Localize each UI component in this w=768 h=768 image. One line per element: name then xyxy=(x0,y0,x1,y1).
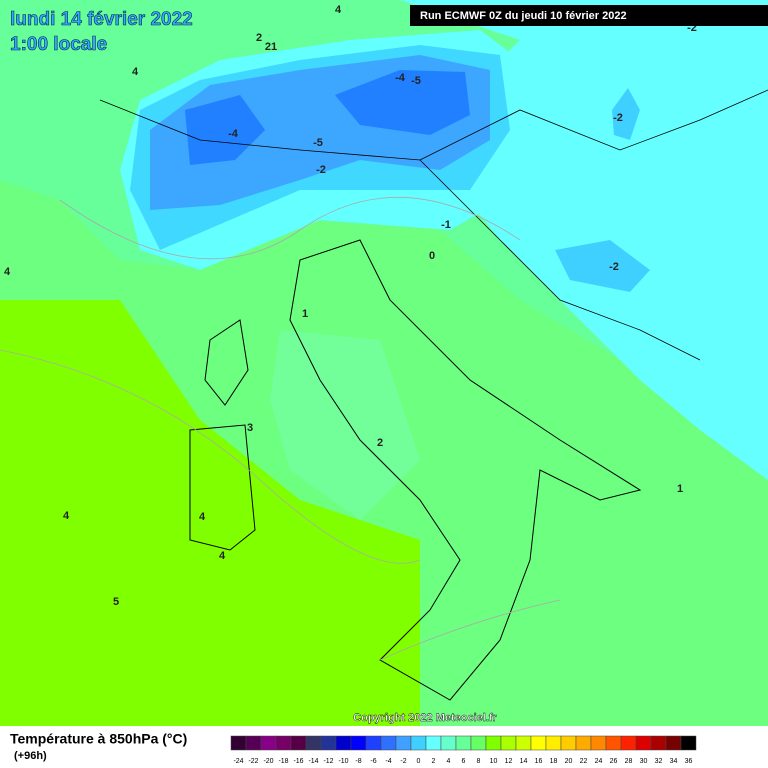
contour-label: -4 xyxy=(395,72,406,84)
colorbar-tick-label: -24 xyxy=(233,758,243,765)
colorbar-swatch xyxy=(245,735,262,751)
contour-label: 4 xyxy=(335,4,342,16)
colorbar-tick-label: -16 xyxy=(293,758,303,765)
contour-label: -2 xyxy=(316,164,326,176)
colorbar-swatch xyxy=(335,735,352,751)
colorbar-tick-label: -6 xyxy=(370,758,376,765)
colorbar-swatch xyxy=(305,735,322,751)
colorbar-tick-label: -8 xyxy=(355,758,361,765)
colorbar-swatch xyxy=(350,735,367,751)
colorbar-swatch xyxy=(455,735,472,751)
colorbar-tick-label: 4 xyxy=(447,758,451,765)
colorbar-tick-label: 16 xyxy=(535,758,543,765)
colorbar-swatch xyxy=(320,735,337,751)
colorbar-swatch xyxy=(260,735,277,751)
colorbar-tick-label: 0 xyxy=(417,758,421,765)
colorbar-swatch xyxy=(380,735,397,751)
contour-label: 0 xyxy=(429,250,435,262)
colorbar-tick-label: 28 xyxy=(625,758,633,765)
colorbar-tick-label: 34 xyxy=(670,758,678,765)
colorbar-tick-label: 10 xyxy=(490,758,498,765)
colorbar-tick-label: -14 xyxy=(308,758,318,765)
contour-label: 4 xyxy=(4,266,11,278)
colorbar-swatch xyxy=(620,735,637,751)
contour-label: 2 xyxy=(256,32,262,44)
colorbar-tick-label: 30 xyxy=(640,758,648,765)
colorbar-tick-label: 8 xyxy=(477,758,481,765)
colorbar-tick-label: -20 xyxy=(263,758,273,765)
contour-labels: 4 2 21 4 -4 -5 -2 -4 -5 -2 -2 -1 0 -2 4 … xyxy=(4,4,697,608)
colorbar-tick-label: -4 xyxy=(385,758,391,765)
contour-label: -4 xyxy=(228,128,239,140)
contour-label: -5 xyxy=(313,137,323,149)
colorbar-swatch xyxy=(575,735,592,751)
colorbar-swatch xyxy=(665,735,682,751)
contour-label: 4 xyxy=(199,511,206,523)
contour-label: -2 xyxy=(613,112,623,124)
colorbar-swatch xyxy=(545,735,562,751)
colorbar-swatch xyxy=(635,735,652,751)
colorbar-swatch xyxy=(590,735,607,751)
contour-label: 4 xyxy=(219,550,226,562)
colorbar-tick-label: -12 xyxy=(323,758,333,765)
colorbar-swatch xyxy=(605,735,622,751)
colorbar: -24 -22 -20 -18 -16 -14 -12 -10 -8 -6 -4 -2 0 2 4 6 8 10 1… xyxy=(230,735,697,765)
colorbar-swatch xyxy=(410,735,427,751)
colorbar-tick-label: -10 xyxy=(338,758,348,765)
contour-label: 4 xyxy=(132,66,139,78)
colorbar-tick-label: 18 xyxy=(550,758,558,765)
colorbar-tick-label: 22 xyxy=(580,758,588,765)
colorbar-swatch xyxy=(515,735,532,751)
colorbar-tick-label: 2 xyxy=(432,758,436,765)
contour-label: 1 xyxy=(677,483,683,495)
run-box xyxy=(410,5,768,26)
contour-label: -2 xyxy=(687,22,697,34)
colorbar-swatch xyxy=(365,735,382,751)
colorbar-swatch xyxy=(440,735,457,751)
colorbar-swatch xyxy=(650,735,667,751)
colorbar-swatch xyxy=(560,735,577,751)
title: lundi 14 février 2022 xyxy=(10,9,193,30)
colorbar-tick-label: -22 xyxy=(248,758,258,765)
colorbar-swatch xyxy=(530,735,547,751)
contour-label: -1 xyxy=(441,219,451,231)
contour-label: 5 xyxy=(113,596,119,608)
colorbar-tick-label: -18 xyxy=(278,758,288,765)
colorbar-tick-label: -2 xyxy=(400,758,406,765)
colorbar-tick-label: 24 xyxy=(595,758,603,765)
contour-label: 4 xyxy=(63,510,70,522)
run-label: Run ECMWF 0Z du jeudi 10 février 2022 xyxy=(420,10,627,22)
copyright: Copyright 2022 Meteociel.fr xyxy=(353,712,497,724)
colorbar-tick-label: 32 xyxy=(655,758,663,765)
colorbar-swatch xyxy=(230,735,247,751)
map xyxy=(0,0,768,726)
colorbar-tick-label: 26 xyxy=(610,758,618,765)
colorbar-swatch xyxy=(680,735,697,751)
colorbar-swatch xyxy=(275,735,292,751)
legend-subtitle: (+96h) xyxy=(14,750,47,762)
colorbar-swatch xyxy=(395,735,412,751)
legend-title: Température à 850hPa (°C) xyxy=(10,731,187,747)
colorbar-swatch xyxy=(485,735,502,751)
colorbar-swatch xyxy=(470,735,487,751)
colorbar-swatch xyxy=(500,735,517,751)
colorbar-tick-label: 6 xyxy=(462,758,466,765)
subtitle: 1:00 locale xyxy=(10,34,107,55)
contour-label: -5 xyxy=(411,75,421,87)
colorbar-tick-label: 20 xyxy=(565,758,573,765)
contour-label: 21 xyxy=(265,41,277,53)
colorbar-tick-label: 14 xyxy=(520,758,528,765)
contour-label: 1 xyxy=(302,308,308,320)
colorbar-swatch xyxy=(425,735,442,751)
contour-label: 2 xyxy=(377,437,383,449)
colorbar-tick-label: 36 xyxy=(685,758,693,765)
contour-label: 3 xyxy=(247,422,253,434)
colorbar-swatch xyxy=(290,735,307,751)
colorbar-tick-label: 12 xyxy=(505,758,513,765)
contour-label: -2 xyxy=(609,261,619,273)
